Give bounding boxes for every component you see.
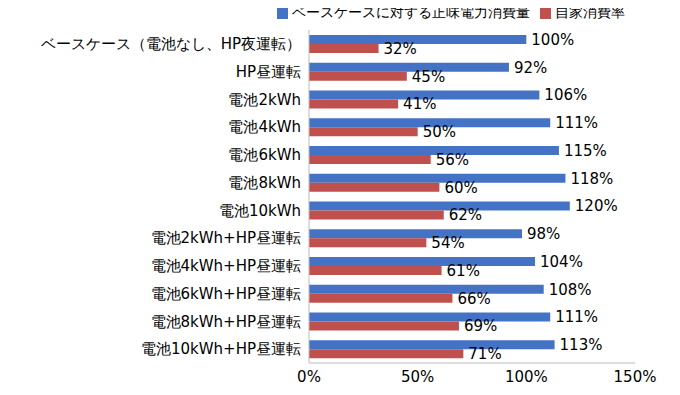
svg-text:54%: 54%	[431, 234, 464, 252]
svg-text:71%: 71%	[468, 345, 501, 363]
svg-text:HP昼運転: HP昼運転	[236, 63, 301, 81]
svg-text:150%: 150%	[614, 368, 657, 386]
svg-text:62%: 62%	[449, 206, 482, 224]
svg-text:ベースケース（電池なし、HP夜運転）: ベースケース（電池なし、HP夜運転）	[41, 35, 301, 53]
svg-text:電池10kWh+HP昼運転: 電池10kWh+HP昼運転	[141, 340, 301, 358]
svg-text:115%: 115%	[564, 142, 607, 160]
svg-text:電池2kWh: 電池2kWh	[228, 91, 301, 109]
svg-text:69%: 69%	[464, 317, 497, 335]
svg-text:120%: 120%	[575, 197, 618, 215]
svg-text:111%: 111%	[555, 308, 598, 326]
svg-text:104%: 104%	[540, 253, 583, 271]
svg-text:113%: 113%	[560, 336, 603, 354]
svg-text:電池10kWh: 電池10kWh	[219, 202, 301, 220]
svg-text:111%: 111%	[555, 114, 598, 132]
svg-text:108%: 108%	[549, 281, 592, 299]
svg-text:98%: 98%	[527, 225, 560, 243]
svg-text:電池8kWh+HP昼運転: 電池8kWh+HP昼運転	[151, 313, 301, 331]
svg-text:電池6kWh+HP昼運転: 電池6kWh+HP昼運転	[151, 285, 301, 303]
svg-text:電池4kWh: 電池4kWh	[228, 118, 301, 136]
svg-text:32%: 32%	[384, 40, 417, 58]
svg-text:50%: 50%	[401, 368, 434, 386]
svg-text:92%: 92%	[514, 59, 547, 77]
svg-text:106%: 106%	[544, 86, 587, 104]
svg-text:電池2kWh+HP昼運転: 電池2kWh+HP昼運転	[151, 229, 301, 247]
svg-text:100%: 100%	[505, 368, 548, 386]
svg-text:45%: 45%	[412, 68, 445, 86]
svg-text:電池8kWh: 電池8kWh	[228, 174, 301, 192]
svg-text:66%: 66%	[457, 290, 490, 308]
html-text:ベースケースに対する正味電力消費量: ベースケースに対する正味電力消費量	[292, 4, 530, 20]
svg-text:60%: 60%	[444, 179, 477, 197]
svg-text:56%: 56%	[436, 151, 469, 169]
svg-text:61%: 61%	[447, 262, 480, 280]
html-text:自家消費率: 自家消費率	[555, 4, 625, 20]
svg-text:41%: 41%	[403, 95, 436, 113]
svg-text:0%: 0%	[297, 368, 321, 386]
svg-text:50%: 50%	[423, 123, 456, 141]
svg-text:100%: 100%	[531, 31, 574, 49]
svg-text:118%: 118%	[570, 170, 613, 188]
svg-text:電池4kWh+HP昼運転: 電池4kWh+HP昼運転	[151, 257, 301, 275]
svg-text:電池6kWh: 電池6kWh	[228, 146, 301, 164]
